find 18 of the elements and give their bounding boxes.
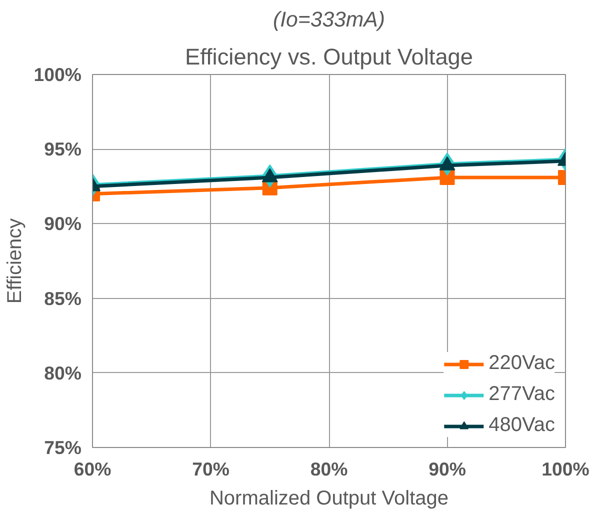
- y-tick-label: 75%: [44, 437, 82, 458]
- x-tick-label: 60%: [74, 458, 112, 480]
- y-tick-label: 85%: [44, 288, 82, 309]
- y-tick-label: 95%: [44, 138, 82, 160]
- x-axis-title: Normalized Output Voltage: [209, 488, 449, 510]
- y-tick-label: 90%: [44, 213, 82, 234]
- legend-label: 277Vac: [488, 383, 555, 406]
- legend-label: 220Vac: [488, 352, 555, 375]
- y-tick-label: 80%: [44, 362, 82, 384]
- chart-title: Efficiency vs. Output Voltage: [185, 44, 473, 70]
- x-tick-label: 80%: [310, 458, 348, 480]
- x-tick-label: 70%: [192, 458, 230, 480]
- x-tick-label: 100%: [542, 458, 590, 480]
- y-axis-title: Efficiency: [4, 218, 26, 304]
- x-tick-label: 90%: [428, 458, 466, 480]
- legend-label: 480Vac: [488, 414, 555, 437]
- y-tick-label: 100%: [34, 64, 82, 85]
- chart-subtitle: (Io=333mA): [272, 8, 386, 32]
